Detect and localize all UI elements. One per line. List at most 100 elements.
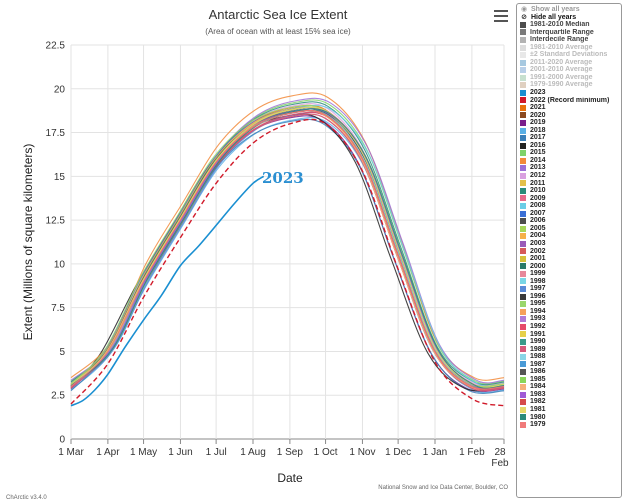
legend-year-item[interactable]: 2000 [520, 263, 618, 271]
legend-year-label: 2019 [530, 119, 546, 127]
legend-year-item[interactable]: 2006 [520, 217, 618, 225]
legend-year-item[interactable]: 2022 (Record minimum) [520, 97, 618, 105]
legend-year-item[interactable]: 2007 [520, 210, 618, 218]
legend-year-item[interactable]: 2008 [520, 202, 618, 210]
y-tick-label: 10 [54, 259, 66, 270]
legend-year-item[interactable]: 2005 [520, 225, 618, 233]
legend-swatch [520, 270, 526, 277]
legend-year-item[interactable]: 1996 [520, 293, 618, 301]
legend-swatch [520, 82, 526, 89]
legend-year-item[interactable]: 1987 [520, 361, 618, 369]
y-tick-label: 7.5 [51, 303, 65, 314]
chart-title: Antarctic Sea Ice Extent [209, 7, 348, 22]
legend-year-item[interactable]: 1998 [520, 278, 618, 286]
legend-swatch [520, 180, 526, 187]
legend-year-item[interactable]: 1990 [520, 338, 618, 346]
legend-year-item[interactable]: 1991 [520, 331, 618, 339]
chart: Antarctic Sea Ice Extent (Area of ocean … [6, 7, 509, 501]
legend-swatch [520, 308, 526, 315]
legend-year-item[interactable]: 2009 [520, 195, 618, 203]
legend-year-item[interactable]: 2014 [520, 157, 618, 165]
series-line-2022 [70, 118, 505, 407]
legend-year-item[interactable]: 2010 [520, 187, 618, 195]
y-tick-label: 5 [59, 347, 65, 358]
legend-year-item[interactable]: 1985 [520, 376, 618, 384]
legend-stat-item[interactable]: 1981-2010 Average [520, 44, 618, 52]
legend-year-item[interactable]: 1994 [520, 308, 618, 316]
legend-stat-item[interactable]: Interquartile Range [520, 29, 618, 37]
legend-swatch [520, 293, 526, 300]
eye-icon: ◉ [520, 6, 528, 13]
legend-swatch [520, 112, 526, 119]
legend-year-label: 1997 [530, 285, 546, 293]
legend-swatch [520, 104, 526, 111]
legend-year-item[interactable]: 2019 [520, 119, 618, 127]
legend-stat-item[interactable]: ±2 Standard Deviations [520, 51, 618, 59]
legend-year-item[interactable]: 2013 [520, 164, 618, 172]
legend-swatch [520, 414, 526, 421]
legend-year-item[interactable]: 2016 [520, 142, 618, 150]
credit-text: National Snow and Ice Data Center, Bould… [378, 485, 508, 491]
legend-year-item[interactable]: 1993 [520, 315, 618, 323]
hide-all-years-button[interactable]: ⊘ Hide all years [520, 14, 618, 22]
legend-year-item[interactable]: 2017 [520, 134, 618, 142]
legend-year-item[interactable]: 1984 [520, 383, 618, 391]
legend-year-item[interactable]: 1997 [520, 285, 618, 293]
legend-year-item[interactable]: 2020 [520, 112, 618, 120]
legend-year-item[interactable]: 2012 [520, 172, 618, 180]
legend-year-item[interactable]: 2018 [520, 127, 618, 135]
hamburger-menu-icon[interactable] [494, 10, 508, 22]
x-tick-label: 1 Feb [459, 447, 485, 458]
legend-year-item[interactable]: 1983 [520, 391, 618, 399]
eye-slash-icon: ⊘ [521, 13, 527, 21]
legend-years: 2023 2022 (Record minimum) 2021 2020 2019 201… [520, 89, 618, 429]
legend-swatch [520, 225, 526, 232]
legend-year-item[interactable]: 2003 [520, 240, 618, 248]
y-tick-label: 17.5 [46, 128, 66, 139]
legend-swatch [520, 384, 526, 391]
legend-year-item[interactable]: 1986 [520, 368, 618, 376]
legend-year-item[interactable]: 2011 [520, 180, 618, 188]
legend-stat-label: Interdecile Range [530, 36, 589, 44]
legend-swatch [520, 255, 526, 262]
legend-stat-item[interactable]: Interdecile Range [520, 36, 618, 44]
x-tick-label: 1 Oct [314, 447, 338, 458]
legend-year-item[interactable]: 1995 [520, 300, 618, 308]
legend-year-label: 1985 [530, 375, 546, 383]
legend-year-item[interactable]: 2023 [520, 89, 618, 97]
legend-stat-item[interactable]: 2011-2020 Average [520, 59, 618, 67]
legend-swatch [520, 353, 526, 360]
legend-swatch [520, 301, 526, 308]
legend-year-item[interactable]: 1980 [520, 414, 618, 422]
legend-year-item[interactable]: 1999 [520, 270, 618, 278]
legend-year-item[interactable]: 1981 [520, 406, 618, 414]
legend-year-label: 2023 [530, 89, 546, 97]
legend-swatch [520, 119, 526, 126]
legend-stat-item[interactable]: 1991-2000 Average [520, 74, 618, 82]
legend-stat-item[interactable]: 1981-2010 Median [520, 21, 618, 29]
show-all-years-button[interactable]: ◉ Show all years [520, 6, 618, 14]
legend-year-item[interactable]: 2021 [520, 104, 618, 112]
legend-swatch [520, 187, 526, 194]
legend-year-label: 1998 [530, 277, 546, 285]
legend-stat-item[interactable]: 1979-1990 Average [520, 81, 618, 89]
legend-year-item[interactable]: 1988 [520, 353, 618, 361]
legend-year-item[interactable]: 1989 [520, 346, 618, 354]
legend-year-item[interactable]: 2001 [520, 255, 618, 263]
x-tick-label: 1 Jun [168, 447, 192, 458]
legend-year-item[interactable]: 2015 [520, 149, 618, 157]
legend-year-label: 1996 [530, 292, 546, 300]
legend-stat-label: 1981-2010 Median [530, 21, 590, 29]
legend-swatch [520, 135, 526, 142]
legend-year-item[interactable]: 2002 [520, 248, 618, 256]
legend-year-label: 2005 [530, 224, 546, 232]
legend-year-item[interactable]: 1979 [520, 421, 618, 429]
legend-stat-item[interactable]: 2001-2010 Average [520, 66, 618, 74]
legend-year-item[interactable]: 1992 [520, 323, 618, 331]
legend-swatch [520, 248, 526, 255]
x-tick-label: 1 Jan [423, 447, 447, 458]
legend-year-item[interactable]: 2004 [520, 232, 618, 240]
legend-year-label: 1992 [530, 322, 546, 330]
legend-year-item[interactable]: 1982 [520, 398, 618, 406]
y-tick-label: 0 [59, 435, 65, 446]
